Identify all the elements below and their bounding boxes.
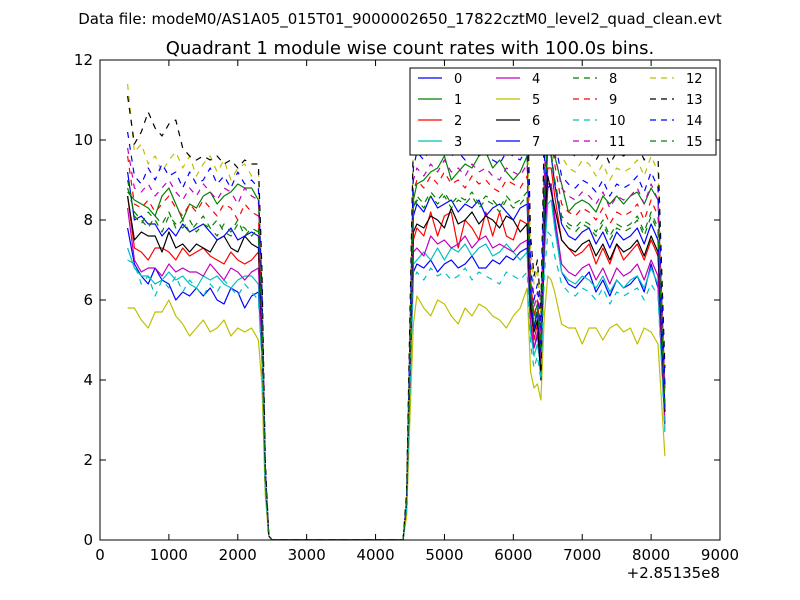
x-tick-label: 7000	[563, 546, 601, 564]
chart-title: Quadrant 1 module wise count rates with …	[166, 38, 655, 59]
x-tick-label: 9000	[701, 546, 739, 564]
series-line-4	[127, 183, 666, 540]
legend-label: 11	[609, 135, 626, 150]
legend-label: 10	[609, 114, 626, 129]
legend-item-12: 12	[650, 72, 703, 87]
legend-item-1: 1	[418, 93, 462, 108]
legend-label: 2	[454, 114, 462, 129]
legend-label: 15	[686, 135, 703, 150]
legend-label: 9	[609, 93, 617, 108]
legend-item-15: 15	[650, 135, 703, 150]
x-axis-offset-label: +2.85135e8	[627, 564, 720, 582]
series-line-11	[127, 111, 666, 540]
legend-item-8: 8	[573, 72, 617, 87]
legend-item-3: 3	[418, 135, 462, 150]
legend-label: 8	[609, 72, 617, 87]
legend-item-7: 7	[496, 135, 540, 150]
legend-label: 12	[686, 72, 703, 87]
x-tick-label: 6000	[494, 546, 532, 564]
y-tick-label: 10	[74, 131, 93, 149]
legend-label: 1	[454, 93, 462, 108]
legend-label: 4	[532, 72, 540, 87]
legend-item-2: 2	[418, 114, 462, 129]
x-tick-label: 3000	[288, 546, 326, 564]
legend-label: 14	[686, 114, 703, 129]
legend-label: 0	[454, 72, 462, 87]
y-tick-label: 0	[83, 531, 93, 549]
series-layer	[127, 83, 666, 540]
legend-item-6: 6	[496, 114, 540, 129]
x-tick-label: 0	[95, 546, 105, 564]
legend-label: 5	[532, 93, 540, 108]
legend-item-5: 5	[496, 93, 540, 108]
legend-label: 13	[686, 93, 703, 108]
legend-item-0: 0	[418, 72, 462, 87]
series-line-2	[127, 167, 666, 540]
series-line-7	[127, 147, 666, 540]
y-tick-label: 2	[83, 451, 93, 469]
series-line-5	[127, 275, 666, 540]
series-line-15	[127, 143, 666, 540]
series-line-8	[127, 139, 666, 540]
legend-item-9: 9	[573, 93, 617, 108]
series-line-0	[127, 183, 666, 540]
legend-item-11: 11	[573, 135, 626, 150]
series-line-3	[127, 199, 666, 540]
y-tick-label: 12	[74, 51, 93, 69]
series-line-1	[127, 131, 666, 540]
y-tick-label: 8	[83, 211, 93, 229]
y-tick-label: 4	[83, 371, 93, 389]
x-tick-label: 8000	[632, 546, 670, 564]
x-axis: 0 1000 2000 3000 4000 5000 6000 7000 8000 9000	[95, 60, 739, 564]
series-line-14	[127, 99, 666, 540]
legend-item-14: 14	[650, 114, 703, 129]
x-tick-label: 4000	[356, 546, 394, 564]
series-line-6	[127, 175, 666, 540]
legend-item-13: 13	[650, 93, 703, 108]
x-tick-label: 5000	[425, 546, 463, 564]
legend-label: 7	[532, 135, 540, 150]
x-tick-label: 2000	[219, 546, 257, 564]
legend-label: 3	[454, 135, 462, 150]
figure-suptitle: Data file: modeM0/AS1A05_015T01_90000026…	[78, 10, 722, 29]
legend-item-4: 4	[496, 72, 540, 87]
series-line-9	[127, 123, 666, 540]
legend-item-10: 10	[573, 114, 626, 129]
series-line-10	[127, 231, 666, 540]
y-tick-label: 6	[83, 291, 93, 309]
x-tick-label: 1000	[150, 546, 188, 564]
legend-label: 6	[532, 114, 540, 129]
